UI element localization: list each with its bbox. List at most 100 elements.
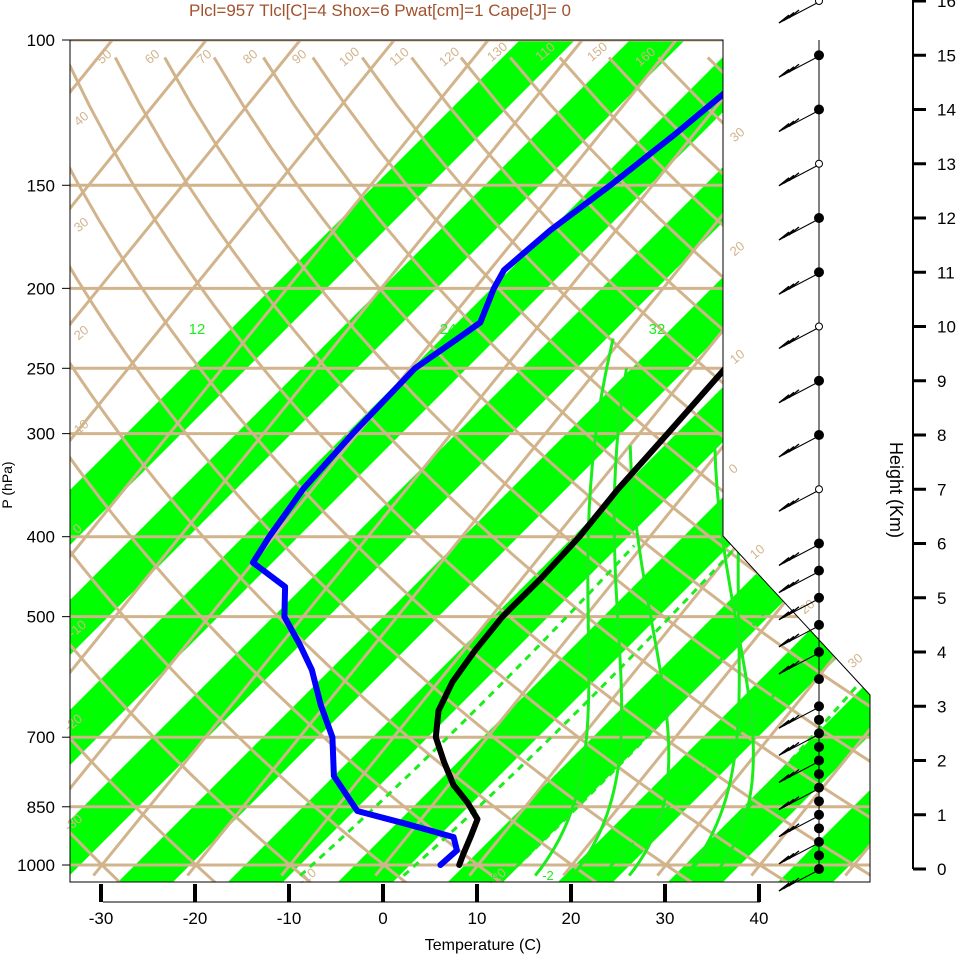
sounding-profiles xyxy=(249,71,870,868)
wind-barb-feather xyxy=(778,828,790,838)
mixing-ratio-line xyxy=(628,445,671,877)
wind-barb-feather xyxy=(778,339,790,350)
dry-adiabats xyxy=(70,56,870,882)
dry-adiabat-line xyxy=(70,56,693,882)
height-axis-label: Height (Km) xyxy=(886,442,906,538)
height-tick-label: 10 xyxy=(937,318,956,337)
adiabat-label: 30 xyxy=(71,214,92,235)
wind-barb-feather xyxy=(778,665,790,675)
adiabat-label: 110 xyxy=(386,44,412,69)
wind-barb-feather xyxy=(788,389,800,399)
wind-barb-feather xyxy=(778,68,790,78)
wind-barb-feather xyxy=(788,741,800,751)
wind-level-marker xyxy=(815,485,823,494)
wind-barb-feather xyxy=(783,283,795,293)
adiabat-band xyxy=(480,40,870,882)
height-tick-label: 3 xyxy=(937,697,946,716)
wind-barb-feather xyxy=(778,719,790,729)
wind-barb-feather xyxy=(778,448,790,458)
isotherm-line xyxy=(0,40,18,876)
height-tick-label: 14 xyxy=(937,101,956,120)
dry-adiabat-line xyxy=(113,56,870,882)
height-tick-label: 11 xyxy=(937,263,955,282)
adiabat-label: 150 xyxy=(584,39,610,64)
wind-barb-feather xyxy=(783,445,795,456)
wind-barb-feather xyxy=(788,280,800,290)
wind-barb-feather xyxy=(783,337,795,347)
wind-barb-feather xyxy=(788,606,800,616)
mixing-ratio-label: 32 xyxy=(649,321,666,338)
isotherm-line xyxy=(70,40,490,877)
adiabat-label: 40 xyxy=(71,108,92,129)
pressure-tick-label: 1000 xyxy=(17,856,55,875)
temperature-axis: -30 -20 -10 0 10 20 30 40 xyxy=(89,884,769,928)
dry-adiabat-line xyxy=(163,56,870,882)
wind-level-marker xyxy=(814,823,824,834)
wind-barb-feather xyxy=(783,744,795,754)
wind-barb-feather xyxy=(788,877,800,887)
dry-adiabat-line xyxy=(70,57,312,882)
wind-barb-feather xyxy=(783,717,795,727)
wind-barb-feather xyxy=(788,551,800,562)
wind-barb-feather xyxy=(783,554,795,564)
wind-barb-feather xyxy=(778,394,790,404)
height-tick-label: 5 xyxy=(937,589,946,608)
temperature-profile xyxy=(432,71,870,868)
dry-adiabat-line xyxy=(70,57,407,882)
wind-barb-column xyxy=(778,0,824,892)
pressure-tick-label: 250 xyxy=(27,359,55,378)
wind-barb-feather xyxy=(783,228,795,239)
wind-level-marker xyxy=(814,850,824,861)
wind-level-marker xyxy=(814,769,824,780)
temperature-tick-label: 30 xyxy=(656,909,675,928)
adiabat-label: 0 xyxy=(726,460,741,476)
wind-barb-feather xyxy=(783,798,795,808)
height-tick-label: 9 xyxy=(937,372,946,391)
wind-barb-feather xyxy=(783,66,795,76)
dry-adiabat-line xyxy=(360,56,870,882)
moist-label: -2 xyxy=(542,868,554,883)
pressure-tick-label: 400 xyxy=(27,528,55,547)
wind-barb-feather xyxy=(778,14,790,24)
temperature-tick-label: -30 xyxy=(89,909,114,928)
wind-barb-feather xyxy=(783,852,795,862)
wind-barb-feather xyxy=(783,581,795,591)
temperature-tick-label: 40 xyxy=(750,909,769,928)
temperature-tick-label: 0 xyxy=(378,909,387,928)
dry-adiabat-line xyxy=(70,57,217,882)
temperature-tick-label: 20 xyxy=(562,909,581,928)
height-tick-label: 6 xyxy=(937,535,946,554)
height-tick-label: 16 xyxy=(937,0,956,11)
x-axis-label: Temperature (C) xyxy=(425,937,541,954)
moist-adiabat-line xyxy=(299,544,636,877)
pressure-tick-label: 500 xyxy=(27,608,55,627)
dry-adiabat-line xyxy=(70,56,598,882)
wind-barb-feather xyxy=(788,334,800,345)
mixing-ratio-line xyxy=(712,445,755,877)
wind-barb-feather xyxy=(783,500,795,510)
wind-level-marker xyxy=(815,159,823,168)
wind-barb-feather xyxy=(788,172,800,182)
isotherm-line xyxy=(70,40,208,877)
wind-barb-feather xyxy=(783,662,795,673)
wind-barb-feather xyxy=(778,801,790,811)
wind-barb-feather xyxy=(788,117,800,128)
height-tick-label: 15 xyxy=(937,46,956,65)
wind-barb-feather xyxy=(778,882,790,892)
temperature-tick-label: -10 xyxy=(277,909,302,928)
mixing-ratio-label: 24 xyxy=(440,321,457,338)
mixing-ratio-label: 12 xyxy=(189,321,206,338)
mixing-ratio-label: 16 xyxy=(262,321,279,338)
wind-barb-feather xyxy=(788,443,800,453)
chart-title: Plcl=957 Tlcl[C]=4 Shox=6 Pwat[cm]=1 Cap… xyxy=(189,1,571,20)
dry-adiabat-line xyxy=(212,56,870,882)
adiabat-label: 100 xyxy=(336,44,362,69)
pressure-axis: 100 150 200 250 300 400 500 700 850 1000 xyxy=(17,31,70,875)
wind-barb-feather xyxy=(788,9,800,19)
moist-adiabat-line xyxy=(505,544,828,877)
height-tick-label: 8 xyxy=(937,426,946,445)
adiabat-label: 10 xyxy=(747,541,768,562)
adiabat-band xyxy=(70,40,725,882)
